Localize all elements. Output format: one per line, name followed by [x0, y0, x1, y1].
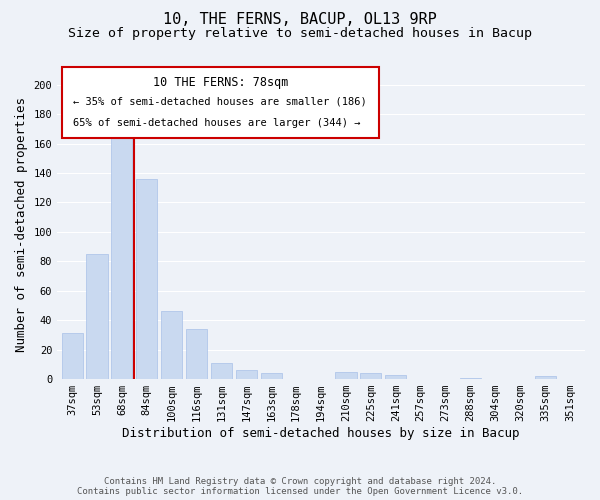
Text: 10, THE FERNS, BACUP, OL13 9RP: 10, THE FERNS, BACUP, OL13 9RP — [163, 12, 437, 28]
Text: 10 THE FERNS: 78sqm: 10 THE FERNS: 78sqm — [153, 76, 289, 89]
Bar — [460, 378, 481, 379]
Text: Contains HM Land Registry data © Crown copyright and database right 2024.: Contains HM Land Registry data © Crown c… — [104, 477, 496, 486]
Y-axis label: Number of semi-detached properties: Number of semi-detached properties — [15, 97, 28, 352]
Bar — [161, 312, 182, 379]
Bar — [136, 179, 157, 379]
Bar — [360, 373, 382, 379]
FancyBboxPatch shape — [62, 67, 379, 138]
Bar — [86, 254, 107, 379]
Text: Size of property relative to semi-detached houses in Bacup: Size of property relative to semi-detach… — [68, 28, 532, 40]
Bar — [535, 376, 556, 379]
Bar — [236, 370, 257, 379]
Text: ← 35% of semi-detached houses are smaller (186): ← 35% of semi-detached houses are smalle… — [73, 96, 367, 106]
Bar — [112, 136, 133, 379]
Bar — [211, 363, 232, 379]
X-axis label: Distribution of semi-detached houses by size in Bacup: Distribution of semi-detached houses by … — [122, 427, 520, 440]
Bar — [261, 373, 282, 379]
Text: 65% of semi-detached houses are larger (344) →: 65% of semi-detached houses are larger (… — [73, 118, 361, 128]
Text: Contains public sector information licensed under the Open Government Licence v3: Contains public sector information licen… — [77, 487, 523, 496]
Bar — [186, 329, 207, 379]
Bar — [385, 374, 406, 379]
Bar — [335, 372, 356, 379]
Bar — [62, 334, 83, 379]
